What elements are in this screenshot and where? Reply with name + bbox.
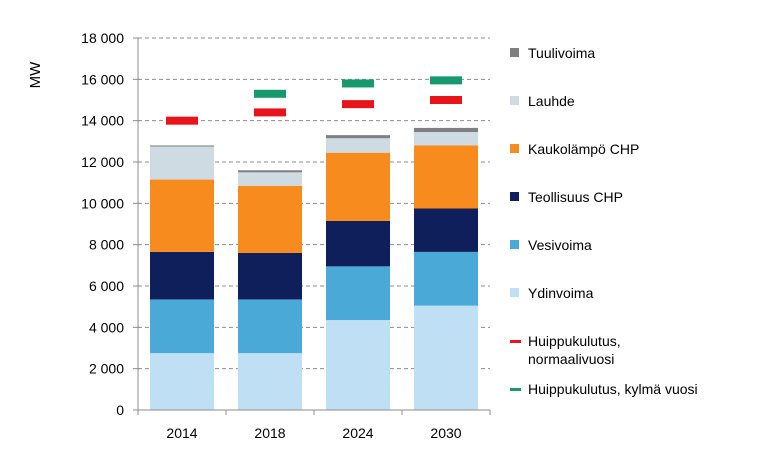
x-tick-label: 2018 bbox=[254, 425, 285, 441]
legend-label: Lauhde bbox=[528, 93, 575, 109]
y-tick-label: 6 000 bbox=[89, 278, 124, 294]
bar-tuulivoima-2024 bbox=[326, 135, 390, 139]
legend-swatch bbox=[510, 144, 519, 153]
marker-huippukulutus-kylma-vuosi-2030 bbox=[430, 76, 462, 85]
bar-lauhde-2018 bbox=[238, 172, 302, 186]
legend-label: Kaukolämpö CHP bbox=[528, 141, 640, 157]
bar-kaukolampo-chp-2014 bbox=[150, 179, 214, 252]
bar-vesivoima-2030 bbox=[414, 251, 478, 306]
bar-tuulivoima-2018 bbox=[238, 170, 302, 173]
bar-lauhde-2014 bbox=[150, 146, 214, 180]
bar-teollisuus-chp-2030 bbox=[414, 208, 478, 252]
bar-teollisuus-chp-2018 bbox=[238, 252, 302, 300]
y-tick-label: 2 000 bbox=[89, 361, 124, 377]
bar-vesivoima-2024 bbox=[326, 266, 390, 321]
x-tick-label: 2024 bbox=[342, 425, 373, 441]
bar-ydinvoima-2024 bbox=[326, 320, 390, 410]
bar-lauhde-2030 bbox=[414, 132, 478, 146]
y-tick-label: 18 000 bbox=[81, 30, 124, 46]
legend-swatch bbox=[510, 388, 521, 391]
bar-kaukolampo-chp-2024 bbox=[326, 152, 390, 221]
y-tick-label: 12 000 bbox=[81, 154, 124, 170]
bar-vesivoima-2018 bbox=[238, 299, 302, 354]
bar-tuulivoima-2030 bbox=[414, 127, 478, 133]
legend-label: Ydinvoima bbox=[528, 285, 594, 301]
legend-swatch bbox=[510, 240, 519, 249]
y-tick-label: 10 000 bbox=[81, 195, 124, 211]
marker-huippukulutus-kylma-vuosi-2024 bbox=[342, 79, 374, 88]
bar-segments bbox=[150, 127, 478, 410]
marker-huippukulutus-kylma-vuosi-2018 bbox=[254, 89, 286, 98]
y-tick-label: 14 000 bbox=[81, 113, 124, 129]
y-tick-label: 4 000 bbox=[89, 319, 124, 335]
bar-ydinvoima-2018 bbox=[238, 353, 302, 410]
legend-label: Vesivoima bbox=[528, 237, 592, 253]
legend-label: Huippukulutus, normaalivuosi bbox=[528, 333, 621, 367]
bar-ydinvoima-2030 bbox=[414, 305, 478, 410]
bar-teollisuus-chp-2024 bbox=[326, 220, 390, 267]
bar-kaukolampo-chp-2030 bbox=[414, 145, 478, 209]
bar-ydinvoima-2014 bbox=[150, 353, 214, 410]
legend-label: Teollisuus CHP bbox=[528, 189, 623, 205]
legend-label: Huippukulutus, kylmä vuosi bbox=[528, 381, 698, 397]
bar-tuulivoima-2014 bbox=[150, 145, 214, 147]
marker-huippukulutus-normaalivuosi-2018 bbox=[254, 108, 286, 117]
y-tick-labels: 0 2 000 4 000 6 000 8 000 10 000 12 000 14 000 1… bbox=[81, 30, 124, 418]
legend-swatch bbox=[510, 288, 519, 297]
x-tick-labels: 2014 2018 2024 2030 bbox=[166, 425, 461, 441]
bar-teollisuus-chp-2014 bbox=[150, 251, 214, 300]
x-tick-label: 2014 bbox=[166, 425, 197, 441]
y-axis-label: MW bbox=[27, 61, 44, 88]
legend-swatch bbox=[510, 340, 521, 343]
x-tick-label: 2030 bbox=[430, 425, 461, 441]
marker-huippukulutus-normaalivuosi-2024 bbox=[342, 100, 374, 109]
y-tick-label: 8 000 bbox=[89, 237, 124, 253]
legend-swatch bbox=[510, 48, 519, 57]
bar-vesivoima-2014 bbox=[150, 299, 214, 354]
y-tick-label: 0 bbox=[116, 402, 124, 418]
peak-markers bbox=[166, 76, 462, 125]
legend-swatch bbox=[510, 96, 519, 105]
legend-label: Tuulivoima bbox=[528, 45, 596, 61]
axes bbox=[133, 37, 491, 415]
marker-huippukulutus-normaalivuosi-2014 bbox=[166, 116, 198, 125]
y-tick-label: 16 000 bbox=[81, 71, 124, 87]
marker-huippukulutus-normaalivuosi-2030 bbox=[430, 96, 462, 104]
bar-kaukolampo-chp-2018 bbox=[238, 185, 302, 253]
bar-lauhde-2024 bbox=[326, 138, 390, 153]
legend-swatch bbox=[510, 192, 519, 201]
